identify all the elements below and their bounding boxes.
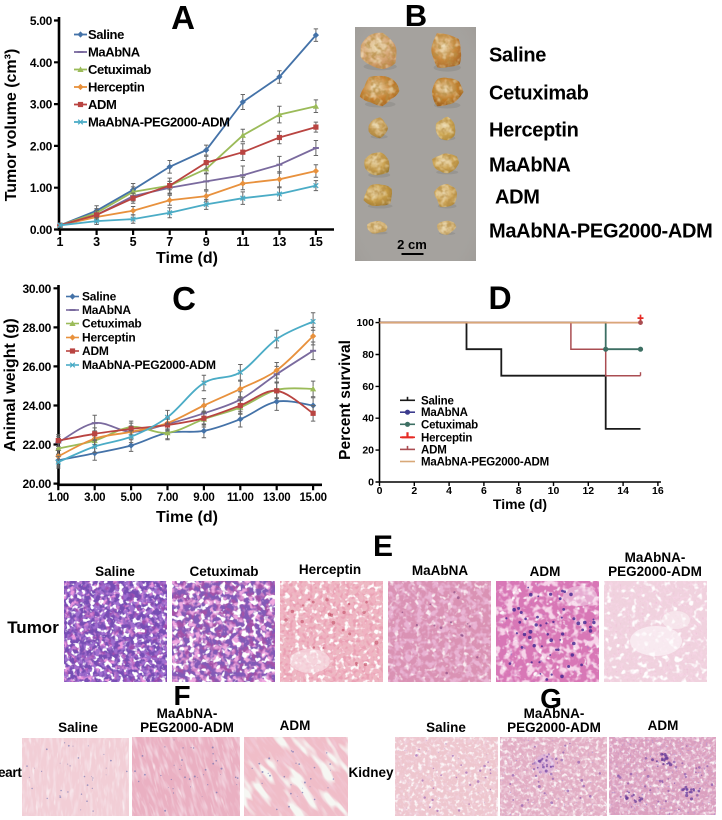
- svg-text:ADM: ADM: [421, 444, 447, 456]
- svg-text:E: E: [373, 530, 393, 563]
- svg-text:6: 6: [481, 485, 487, 497]
- svg-text:Herceptin: Herceptin: [299, 562, 361, 577]
- svg-text:MaAbNA-PEG2000-ADM: MaAbNA-PEG2000-ADM: [421, 457, 549, 469]
- svg-text:Time (d): Time (d): [156, 509, 218, 526]
- svg-text:Saline: Saline: [426, 720, 466, 735]
- svg-text:3.00: 3.00: [30, 98, 53, 112]
- svg-text:2: 2: [411, 485, 417, 497]
- svg-text:13: 13: [272, 235, 286, 249]
- svg-text:PEG2000-ADM: PEG2000-ADM: [507, 720, 601, 735]
- svg-text:11.00: 11.00: [227, 492, 254, 504]
- svg-text:20: 20: [362, 445, 374, 457]
- svg-text:8: 8: [516, 485, 522, 497]
- svg-text:C: C: [172, 280, 196, 317]
- svg-text:5.00: 5.00: [121, 492, 142, 504]
- svg-text:MaAbNA-PEG2000-ADM: MaAbNA-PEG2000-ADM: [82, 358, 216, 372]
- svg-text:MaAbNA: MaAbNA: [82, 303, 131, 317]
- svg-text:12: 12: [582, 485, 594, 497]
- svg-text:24.00: 24.00: [22, 399, 51, 413]
- svg-text:Cetuximab: Cetuximab: [88, 62, 151, 77]
- svg-text:MaAbNA-PEG2000-ADM: MaAbNA-PEG2000-ADM: [88, 115, 230, 130]
- svg-text:2 cm: 2 cm: [397, 237, 427, 252]
- svg-text:7: 7: [166, 235, 173, 249]
- svg-text:2.00: 2.00: [30, 139, 53, 153]
- svg-text:Saline: Saline: [88, 27, 124, 42]
- svg-text:D: D: [488, 280, 511, 316]
- svg-text:40: 40: [362, 413, 374, 425]
- svg-text:9: 9: [203, 235, 210, 249]
- svg-text:4.00: 4.00: [30, 56, 53, 70]
- svg-text:100: 100: [356, 317, 374, 329]
- svg-text:PEG2000-ADM: PEG2000-ADM: [608, 564, 702, 579]
- svg-text:Percent survival: Percent survival: [337, 340, 354, 460]
- svg-text:20.00: 20.00: [22, 477, 51, 491]
- svg-text:1: 1: [57, 235, 64, 249]
- svg-text:Cetuximab: Cetuximab: [82, 317, 142, 331]
- svg-text:1.00: 1.00: [30, 181, 53, 195]
- svg-text:10: 10: [548, 485, 560, 497]
- svg-text:13.00: 13.00: [263, 492, 290, 504]
- svg-text:Time (d): Time (d): [493, 496, 547, 512]
- svg-text:MaAbNA-: MaAbNA-: [524, 706, 585, 721]
- svg-text:ADM: ADM: [530, 564, 561, 579]
- svg-text:Cetuximab: Cetuximab: [189, 564, 258, 579]
- svg-text:Herceptin: Herceptin: [88, 80, 145, 95]
- svg-text:F: F: [173, 680, 190, 711]
- svg-text:7.00: 7.00: [157, 492, 178, 504]
- svg-text:Time (d): Time (d): [156, 250, 218, 267]
- svg-text:MaAbNA-PEG2000-ADM: MaAbNA-PEG2000-ADM: [489, 221, 713, 243]
- svg-text:ADM: ADM: [495, 187, 540, 209]
- svg-text:0.00: 0.00: [30, 223, 53, 237]
- svg-text:Tumor: Tumor: [7, 618, 59, 637]
- svg-text:ADM: ADM: [280, 718, 311, 733]
- svg-text:26.00: 26.00: [22, 360, 51, 374]
- svg-text:MaAbNA: MaAbNA: [489, 155, 571, 177]
- svg-text:11: 11: [236, 235, 249, 249]
- svg-text:A: A: [171, 0, 195, 36]
- svg-text:60: 60: [362, 381, 374, 393]
- svg-text:30.00: 30.00: [22, 282, 51, 296]
- svg-text:Cetuximab: Cetuximab: [489, 83, 589, 105]
- svg-text:ADM: ADM: [82, 344, 109, 358]
- svg-text:ADM: ADM: [88, 97, 116, 112]
- svg-text:Saline: Saline: [95, 564, 135, 579]
- svg-text:5: 5: [130, 235, 137, 249]
- svg-text:Saline: Saline: [421, 395, 454, 407]
- svg-text:Saline: Saline: [489, 45, 546, 67]
- svg-text:MaAbNA: MaAbNA: [412, 563, 468, 578]
- svg-text:ADM: ADM: [648, 718, 679, 733]
- svg-text:MaAbNA-: MaAbNA-: [625, 550, 686, 565]
- svg-text:Kidney: Kidney: [348, 765, 394, 780]
- svg-text:Tumor volume (cm³): Tumor volume (cm³): [3, 49, 20, 202]
- svg-text:Animal weight (g): Animal weight (g): [2, 318, 19, 451]
- svg-text:PEG2000-ADM: PEG2000-ADM: [140, 720, 234, 735]
- svg-text:80: 80: [362, 349, 374, 361]
- svg-text:Herceptin: Herceptin: [82, 331, 136, 345]
- svg-text:0: 0: [377, 485, 383, 497]
- svg-text:MaAbNA: MaAbNA: [88, 45, 141, 60]
- svg-text:Herceptin: Herceptin: [421, 432, 472, 444]
- svg-text:16: 16: [652, 485, 664, 497]
- svg-text:22.00: 22.00: [22, 438, 51, 452]
- svg-text:MaAbNA: MaAbNA: [421, 407, 468, 419]
- svg-text:15.00: 15.00: [299, 492, 326, 504]
- svg-text:MaAbNA-: MaAbNA-: [157, 706, 218, 721]
- svg-text:0: 0: [368, 477, 374, 489]
- svg-text:4: 4: [446, 485, 452, 497]
- svg-text:14: 14: [617, 485, 629, 497]
- svg-text:Saline: Saline: [82, 290, 117, 304]
- svg-text:15: 15: [309, 235, 323, 249]
- svg-text:28.00: 28.00: [22, 321, 51, 335]
- svg-text:3.00: 3.00: [84, 492, 105, 504]
- svg-text:Heart: Heart: [0, 765, 22, 780]
- svg-text:5.00: 5.00: [30, 14, 53, 28]
- svg-text:1.00: 1.00: [48, 492, 69, 504]
- svg-text:B: B: [405, 0, 427, 33]
- svg-text:Cetuximab: Cetuximab: [421, 419, 478, 431]
- svg-text:9.00: 9.00: [193, 492, 214, 504]
- svg-text:3: 3: [93, 235, 100, 249]
- svg-text:Herceptin: Herceptin: [489, 120, 579, 142]
- svg-text:G: G: [540, 683, 562, 714]
- svg-text:Saline: Saline: [58, 720, 98, 735]
